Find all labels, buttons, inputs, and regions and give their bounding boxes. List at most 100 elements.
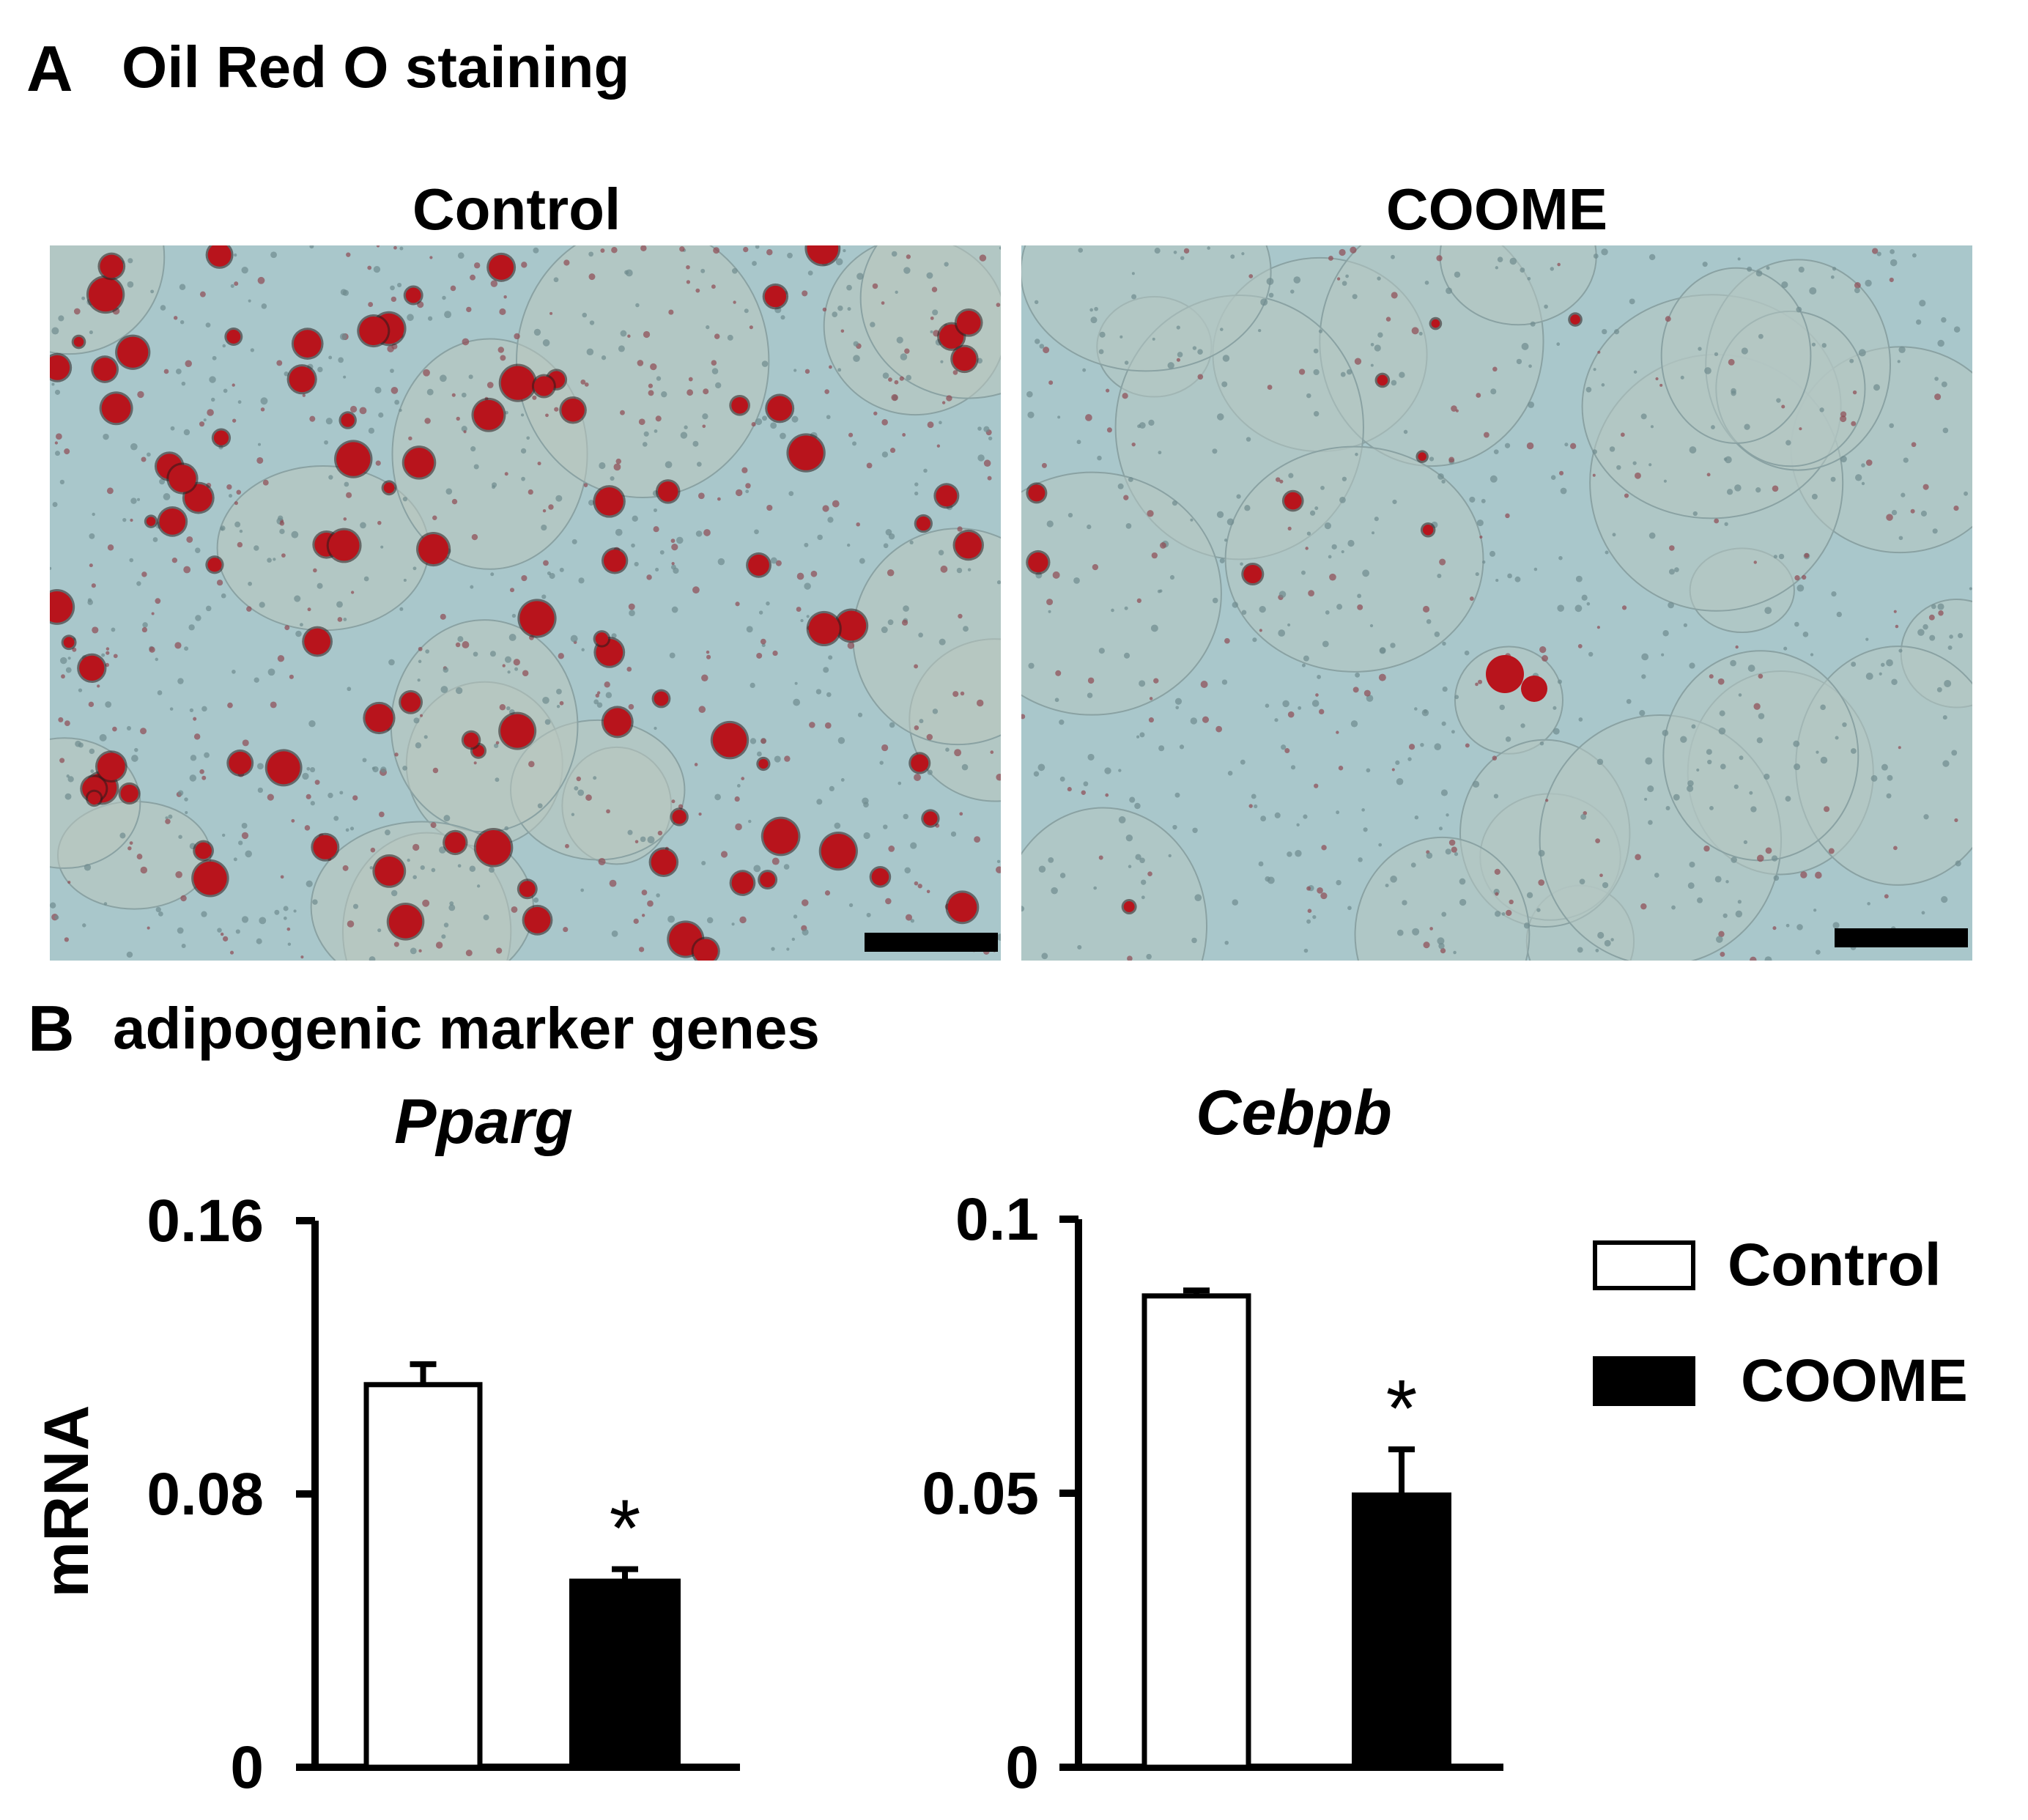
granule: [503, 295, 507, 299]
granule: [1912, 253, 1917, 258]
chart-2-title: Cebpb: [1196, 1078, 1392, 1148]
granule: [399, 607, 404, 611]
granule: [1200, 681, 1208, 688]
granule: [201, 911, 207, 917]
granule: [363, 576, 369, 582]
granule: [521, 262, 528, 268]
granule: [186, 536, 193, 543]
granule: [555, 495, 563, 502]
granule: [337, 617, 343, 622]
granule: [418, 659, 422, 664]
granule: [574, 785, 579, 791]
granule: [914, 664, 919, 669]
lipid-droplet: [595, 487, 623, 516]
granule: [476, 884, 481, 888]
granule: [559, 700, 564, 706]
granule: [856, 273, 864, 280]
granule: [54, 441, 59, 445]
granule: [165, 818, 171, 824]
granule: [212, 355, 217, 360]
granule: [507, 670, 511, 674]
granule: [1167, 362, 1174, 369]
granule: [706, 325, 710, 330]
granule: [960, 691, 965, 696]
cell-body: [1021, 471, 1222, 716]
lipid-droplet: [788, 435, 824, 470]
granule: [553, 277, 559, 283]
granule: [700, 268, 706, 273]
granule: [1298, 706, 1302, 710]
granule: [1391, 292, 1398, 299]
lipid-droplet: [159, 508, 186, 535]
lipid-droplet: [489, 254, 514, 280]
granule: [756, 652, 763, 659]
granule: [1396, 777, 1404, 785]
granule: [1747, 266, 1753, 272]
granule: [223, 936, 229, 942]
lipid-droplet: [193, 861, 227, 895]
granule: [127, 281, 134, 288]
granule: [75, 740, 81, 747]
granule: [1363, 827, 1368, 832]
granule: [883, 543, 889, 549]
granule: [1881, 662, 1885, 667]
lipid-droplet: [1123, 901, 1135, 913]
granule: [1039, 344, 1045, 349]
granule: [748, 819, 752, 824]
granule: [429, 256, 433, 259]
granule: [791, 415, 799, 423]
granule: [1246, 437, 1251, 442]
granule: [1224, 539, 1228, 542]
granule: [1958, 632, 1964, 639]
granule: [1865, 637, 1869, 641]
granule: [556, 705, 560, 709]
lipid-droplet: [923, 811, 938, 826]
granule: [1422, 605, 1430, 613]
granule: [1490, 388, 1497, 395]
granule: [731, 922, 735, 926]
granule: [51, 327, 59, 335]
granule: [1890, 249, 1895, 254]
granule: [739, 916, 747, 924]
granule: [1557, 679, 1562, 684]
granule: [376, 245, 380, 248]
y-axis-label: mRNA: [32, 1405, 102, 1598]
granule: [1489, 475, 1498, 483]
granule: [1942, 427, 1949, 434]
granule: [793, 698, 801, 706]
granule: [988, 436, 993, 441]
granule: [549, 311, 553, 315]
lipid-droplet: [445, 832, 466, 854]
granule: [930, 330, 933, 333]
granule: [1854, 282, 1861, 289]
chart-1-title: Pparg: [394, 1087, 573, 1157]
lipid-droplet: [405, 287, 421, 303]
granule: [65, 667, 72, 673]
granule: [954, 749, 962, 757]
granule: [1861, 463, 1865, 467]
granule: [1370, 363, 1374, 367]
granule: [1135, 854, 1141, 860]
granule: [307, 607, 311, 612]
granule: [755, 245, 760, 249]
granule: [1964, 491, 1969, 496]
granule: [1440, 789, 1448, 796]
granule: [1505, 513, 1510, 519]
granule: [1021, 906, 1025, 912]
granule: [1840, 456, 1847, 463]
granule: [1735, 910, 1743, 918]
granule: [1374, 344, 1381, 352]
granule: [1796, 924, 1803, 931]
granule: [504, 656, 512, 663]
granule: [679, 246, 685, 252]
granule: [802, 290, 808, 297]
granule: [734, 796, 740, 802]
granule: [1509, 257, 1517, 265]
cell-body: [1660, 267, 1812, 444]
granule: [1313, 411, 1320, 417]
granule: [1865, 672, 1873, 680]
granule: [185, 810, 188, 815]
granule: [509, 588, 515, 593]
granule: [343, 375, 347, 379]
